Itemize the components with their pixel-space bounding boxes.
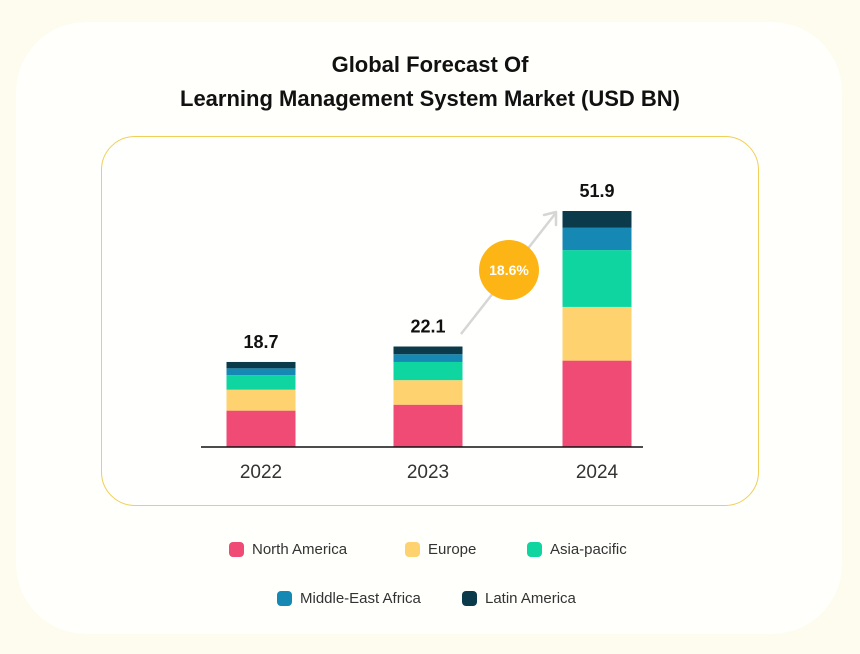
total-label-2022: 18.7 bbox=[243, 332, 278, 352]
growth-arrow-head bbox=[542, 210, 558, 227]
cagr-badge-label: 18.6% bbox=[489, 262, 529, 278]
bar-segment-north-america-2022 bbox=[226, 410, 296, 447]
legend-label-asia-pacific: Asia-pacific bbox=[550, 540, 627, 558]
x-tick-label-2024: 2024 bbox=[576, 462, 619, 483]
total-label-2023: 22.1 bbox=[410, 317, 445, 337]
bar-segment-north-america-2024 bbox=[562, 360, 632, 447]
legend-swatch-middle-east-africa bbox=[277, 590, 292, 606]
bar-segment-asia-pacific-2022 bbox=[226, 375, 296, 390]
bar-segment-middle-east-africa-2022 bbox=[226, 368, 296, 376]
chart-title: Global Forecast Of Learning Management S… bbox=[0, 48, 860, 116]
x-tick-label-2023: 2023 bbox=[407, 462, 449, 483]
legend-item-north-america: North America bbox=[229, 539, 347, 559]
legend-label-north-america: North America bbox=[252, 540, 348, 558]
chart-title-line-1: Global Forecast Of bbox=[331, 52, 529, 77]
bar-segment-latin-america-2024 bbox=[562, 211, 632, 228]
x-tick-label-2022: 2022 bbox=[240, 462, 282, 483]
legend-item-middle-east-africa: Middle-East Africa bbox=[277, 588, 421, 608]
bar-segment-north-america-2023 bbox=[393, 404, 463, 447]
bar-segment-latin-america-2022 bbox=[226, 361, 296, 369]
bar-segment-europe-2024 bbox=[562, 306, 632, 361]
cagr-badge bbox=[479, 240, 539, 300]
bar-segment-latin-america-2023 bbox=[393, 346, 463, 355]
bar-segment-europe-2022 bbox=[226, 389, 296, 411]
legend-label-latin-america: Latin America bbox=[485, 589, 576, 607]
total-label-2024: 51.9 bbox=[579, 181, 614, 201]
legend-swatch-asia-pacific bbox=[527, 541, 542, 557]
bar-segment-middle-east-africa-2023 bbox=[393, 354, 463, 362]
legend-label-europe: Europe bbox=[428, 540, 477, 558]
legend-swatch-latin-america bbox=[462, 590, 477, 606]
legend-item-asia-pacific: Asia-pacific bbox=[527, 539, 627, 559]
legend-label-middle-east-africa: Middle-East Africa bbox=[300, 589, 421, 607]
bar-segment-asia-pacific-2023 bbox=[393, 361, 463, 381]
legend-item-latin-america: Latin America bbox=[462, 588, 576, 608]
bar-segment-asia-pacific-2024 bbox=[562, 250, 632, 307]
bar-segment-middle-east-africa-2024 bbox=[562, 227, 632, 251]
legend-swatch-north-america bbox=[229, 541, 244, 557]
chart-title-line-2: Learning Management System Market (USD B… bbox=[180, 86, 680, 111]
legend-swatch-europe bbox=[405, 541, 420, 557]
legend-item-europe: Europe bbox=[405, 539, 476, 559]
bar-segment-europe-2023 bbox=[393, 380, 463, 405]
